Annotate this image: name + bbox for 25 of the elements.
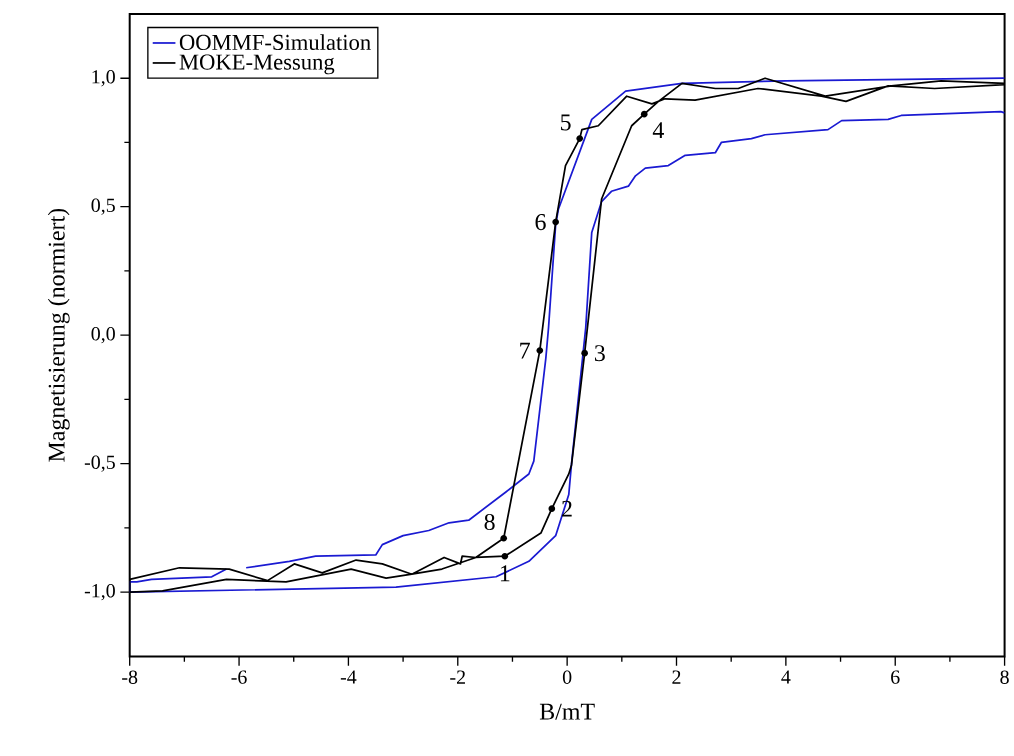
- x-tick-label: -4: [340, 670, 357, 684]
- y-tick-label: 0,0: [91, 326, 115, 344]
- annotation: 7: [520, 342, 530, 359]
- y-tick-label: -0,5: [84, 455, 115, 472]
- x-tick-label: 2: [672, 670, 681, 684]
- x-tick-label: 6: [891, 670, 900, 684]
- y-tick-label: 0,5: [91, 198, 115, 215]
- point: [576, 135, 584, 142]
- x-tick-label: -8: [122, 670, 138, 684]
- x-tick-label: 0: [562, 670, 572, 684]
- x-tick-label: -6: [231, 670, 247, 684]
- y-tick-label: 1,0: [92, 69, 115, 87]
- x-tick-label: 4: [781, 670, 791, 684]
- annotation: 6: [535, 213, 546, 231]
- x-axis-title: B/mT: [539, 703, 595, 720]
- annotation: 3: [594, 345, 605, 362]
- x-tick-label: -2: [450, 670, 465, 684]
- annotation: 5: [561, 114, 571, 131]
- legend-label: MOKE-Messung: [179, 54, 335, 75]
- legend-label: OOMMF-Simulation: [179, 34, 371, 50]
- x-tick-label: 8: [1000, 670, 1009, 684]
- y-axis-title: Magnetisierung (normiert): [47, 208, 70, 462]
- annotation: 4: [652, 122, 664, 138]
- y-tick-label: -1,0: [84, 583, 115, 601]
- annotation: 8: [484, 513, 495, 530]
